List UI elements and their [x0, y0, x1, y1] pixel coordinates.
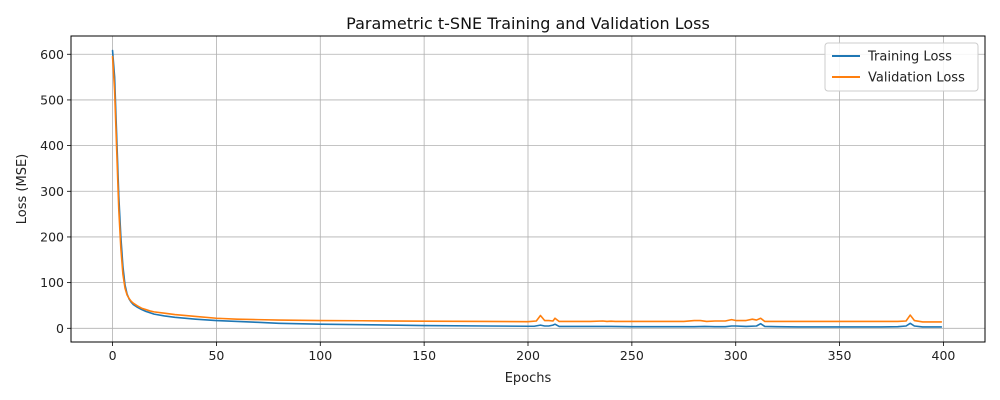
- x-tick-label: 0: [109, 348, 117, 363]
- y-tick-label: 300: [40, 184, 64, 199]
- legend-label-validation: Validation Loss: [868, 71, 965, 86]
- chart-title: Parametric t-SNE Training and Validation…: [346, 14, 710, 33]
- series-lines: [111, 49, 943, 328]
- legend: Training Loss Validation Loss: [824, 42, 979, 92]
- training-loss-line: [111, 49, 943, 328]
- x-tick-label: 200: [516, 348, 540, 363]
- grid-lines: [71, 36, 985, 342]
- x-tick-label: 300: [724, 348, 748, 363]
- x-tick-label: 150: [412, 348, 436, 363]
- y-ticks: 0 100 200 300 400 500 600: [40, 47, 71, 336]
- y-tick-label: 100: [40, 275, 64, 290]
- x-ticks: 0 50 100 150 200 250 300 350 400: [109, 342, 956, 363]
- validation-loss-line: [111, 55, 943, 323]
- x-tick-label: 50: [208, 348, 224, 363]
- x-tick-label: 400: [932, 348, 956, 363]
- y-tick-label: 500: [40, 92, 64, 107]
- y-tick-label: 600: [40, 47, 64, 62]
- y-tick-label: 400: [40, 138, 64, 153]
- x-tick-label: 250: [620, 348, 644, 363]
- legend-box: [824, 42, 979, 92]
- y-tick-label: 200: [40, 229, 64, 244]
- y-tick-label: 0: [56, 321, 64, 336]
- y-axis-label: Loss (MSE): [15, 154, 30, 224]
- legend-label-training: Training Loss: [867, 50, 952, 65]
- x-axis-label: Epochs: [505, 371, 552, 386]
- x-tick-label: 100: [308, 348, 332, 363]
- x-tick-label: 350: [828, 348, 852, 363]
